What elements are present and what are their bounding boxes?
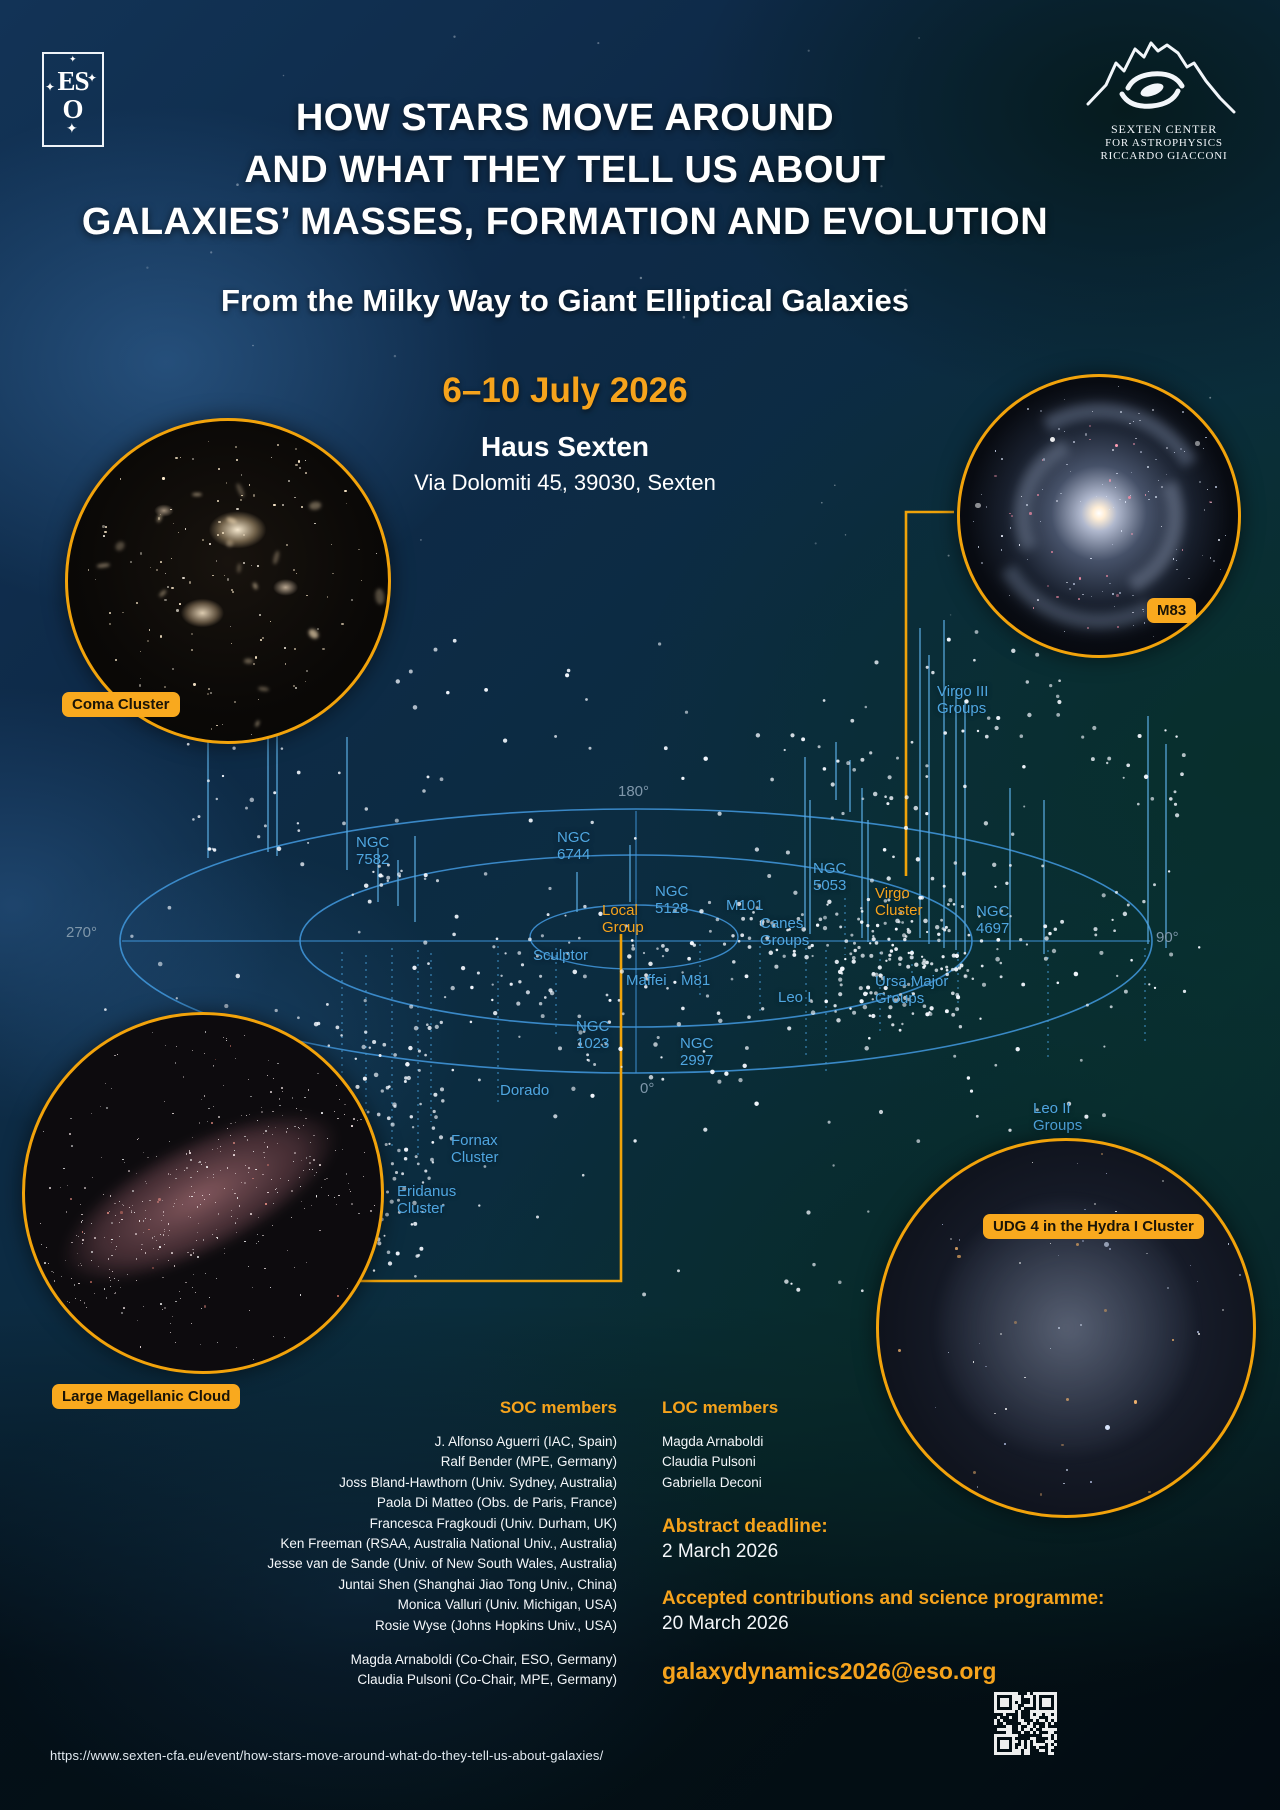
title-line: HOW STARS MOVE AROUND — [295, 97, 835, 139]
loc-members-list: Magda Arnaboldi Claudia Pulsoni Gabriella … — [662, 1432, 1092, 1493]
loc-member: Magda Arnaboldi — [662, 1434, 764, 1449]
soc-member: Francesca Fragkoudi (Univ. Durham, UK) — [369, 1515, 617, 1531]
large-magellanic-cloud-label: Large Magellanic Cloud — [52, 1384, 241, 1409]
map-label-canes-groups: Canes Groups — [760, 915, 810, 949]
title-line: AND WHAT THEY TELL US ABOUT — [244, 149, 886, 191]
soc-member: Ralf Bender (MPE, Germany) — [440, 1454, 617, 1470]
soc-members-list: J. Alfonso Aguerri (IAC, Spain) Ralf Bend… — [177, 1432, 617, 1636]
map-label-eridanus-cluster: Eridanus Cluster — [397, 1183, 457, 1217]
map-label-maffei: Maffei — [626, 972, 667, 989]
map-label-m101: M101 — [726, 897, 764, 914]
m83-galaxy-image — [957, 374, 1241, 658]
coma-cluster-label: Coma Cluster — [62, 692, 180, 717]
page-title: HOW STARS MOVE AROUND AND WHAT THEY TELL… — [0, 92, 1130, 248]
abstract-deadline-block: Abstract deadline: 2 March 2026 — [662, 1514, 828, 1564]
map-degree-label: 180° — [618, 783, 650, 800]
map-label-virgo-cluster: Virgo Cluster — [875, 885, 923, 919]
soc-member: Joss Bland-Hawthorn (Univ. Sydney, Austr… — [339, 1474, 617, 1490]
loc-members-block: LOC members Magda Arnaboldi Claudia Pulso… — [662, 1398, 1092, 1493]
udg4-hydra-cluster-image — [876, 1138, 1256, 1518]
map-label-ngc-4697: NGC 4697 — [976, 903, 1010, 937]
map-label-sculptor: Sculptor — [533, 947, 589, 964]
map-label-ngc-7582: NGC 7582 — [356, 834, 390, 868]
map-label-ngc-2997: NGC 2997 — [680, 1035, 714, 1069]
event-date: 6–10 July 2026 — [442, 371, 688, 410]
sexten-center-logo: SEXTEN CENTER FOR ASTROPHYSICS RICCARDO … — [1078, 38, 1250, 164]
accepted-contributions-label: Accepted contributions and science progr… — [662, 1588, 1105, 1609]
sexten-logo-line: FOR ASTROPHYSICS — [1105, 136, 1223, 149]
map-label-dorado: Dorado — [500, 1082, 550, 1099]
title-line: GALAXIES’ MASSES, FORMATION AND EVOLUTIO… — [81, 201, 1049, 243]
sexten-logo-line: RICCARDO GIACCONI — [1100, 150, 1228, 162]
m83-label: M83 — [1147, 598, 1197, 623]
star-icon: ✦ — [69, 54, 77, 64]
accepted-contributions-date: 20 March 2026 — [662, 1613, 789, 1634]
map-label-ngc-5053: NGC 5053 — [813, 860, 847, 894]
soc-member: Rosie Wyse (Johns Hopkins Univ., USA) — [375, 1617, 617, 1633]
abstract-deadline-date: 2 March 2026 — [662, 1541, 779, 1562]
soc-members-block: SOC members J. Alfonso Aguerri (IAC, Spa… — [177, 1398, 617, 1691]
accepted-contributions-block: Accepted contributions and science progr… — [662, 1586, 1104, 1636]
map-label-ursa-major-groups: Ursa Major Groups — [875, 973, 949, 1007]
connector-lines — [354, 510, 954, 1283]
map-label-ngc-1023: NGC 1023 — [576, 1018, 610, 1052]
map-label-leo-ii-groups: Leo II Groups — [1033, 1100, 1083, 1134]
footer-url-link[interactable]: https://www.sexten-cfa.eu/event/how-star… — [50, 1748, 604, 1763]
mountain-galaxy-icon — [1086, 41, 1236, 114]
soc-co-chairs-list: Magda Arnaboldi (Co-Chair, ESO, Germany)… — [177, 1650, 617, 1691]
map-degree-label: 0° — [640, 1080, 655, 1097]
eso-logo-letters: ES — [57, 66, 89, 96]
contact-email-link[interactable]: galaxydynamics2026@eso.org — [662, 1658, 997, 1684]
soc-member: Juntai Shen (Shanghai Jiao Tong Univ., C… — [338, 1576, 617, 1592]
map-label-m81: M81 — [681, 972, 711, 989]
map-label-fornax-cluster: Fornax Cluster — [451, 1132, 499, 1166]
sexten-logo-line: SEXTEN CENTER — [1110, 122, 1218, 136]
udg4-label: UDG 4 in the Hydra I Cluster — [983, 1214, 1204, 1239]
eso-logo: ✦ ✦ ✦ ✦ ES O — [42, 52, 104, 147]
star-icon: ✦ — [87, 71, 98, 85]
loc-member: Claudia Pulsoni — [662, 1454, 756, 1470]
venue-name: Haus Sexten — [480, 431, 650, 462]
abstract-deadline-label: Abstract deadline: — [662, 1516, 828, 1537]
star-icon: ✦ — [45, 80, 56, 94]
subtitle: From the Milky Way to Giant Elliptical G… — [221, 283, 909, 318]
loc-member: Gabriella Deconi — [662, 1474, 762, 1490]
soc-member: Ken Freeman (RSAA, Australia National Un… — [280, 1536, 617, 1552]
soc-member: Monica Valluri (Univ. Michigan, USA) — [397, 1597, 617, 1613]
soc-member: J. Alfonso Aguerri (IAC, Spain) — [434, 1434, 617, 1449]
map-degree-label: 270° — [66, 924, 98, 941]
map-label-leo-i: Leo I — [778, 989, 812, 1006]
coma-cluster-image — [65, 418, 391, 744]
map-label-local-group: Local Group — [602, 902, 644, 936]
venue-address: Via Dolomiti 45, 39030, Sexten — [414, 470, 716, 495]
soc-member: Jesse van de Sande (Univ. of New South W… — [267, 1556, 617, 1572]
eso-logo-letter-o: O — [62, 94, 84, 124]
soc-co-chair: Claudia Pulsoni (Co-Chair, MPE, Germany) — [357, 1672, 617, 1688]
map-label-ngc-6744: NGC 6744 — [557, 829, 591, 863]
map-label-ngc-5128: NGC 5128 — [655, 883, 689, 917]
star-icon: ✦ — [66, 122, 78, 137]
large-magellanic-cloud-image — [22, 1012, 384, 1374]
map-label-virgo-iii-groups: Virgo III Groups — [937, 683, 989, 717]
soc-members-heading: SOC members — [499, 1398, 617, 1417]
loc-members-heading: LOC members — [662, 1398, 779, 1417]
map-degree-label: 90° — [1156, 929, 1179, 946]
soc-member: Paola Di Matteo (Obs. de Paris, France) — [376, 1495, 617, 1511]
qr-code — [994, 1692, 1057, 1755]
soc-co-chair: Magda Arnaboldi (Co-Chair, ESO, Germany) — [350, 1652, 617, 1668]
